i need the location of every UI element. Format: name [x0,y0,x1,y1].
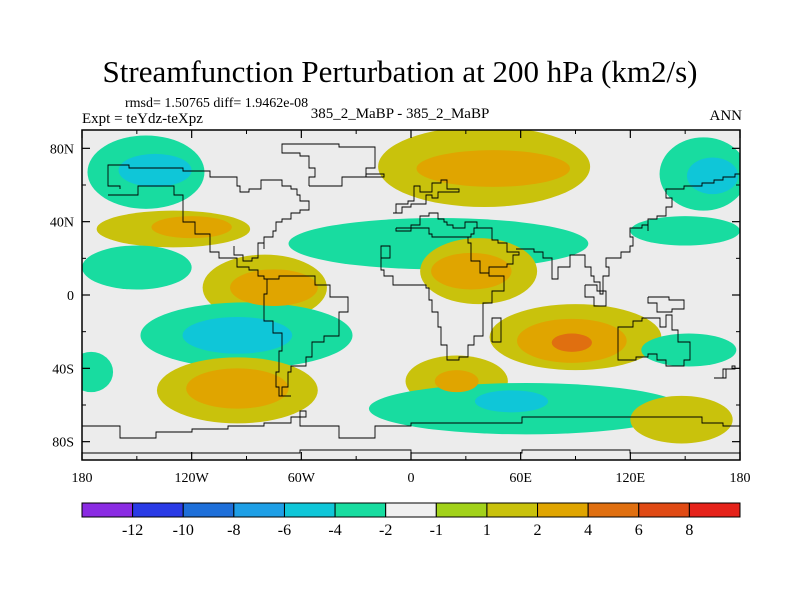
contour-region [416,150,571,187]
coastline [491,317,502,343]
contour-region [630,216,740,246]
x-tick-label: 180 [72,471,93,486]
coastline [82,410,740,439]
coastline [108,185,349,397]
coastline [647,296,685,313]
contour-region [82,351,114,393]
contour-region [186,368,289,409]
x-tick-label: 60E [509,471,532,486]
contour-region [630,395,733,444]
x-tick-label: 120W [175,471,210,486]
contour-regions [82,130,740,444]
coastline [107,164,310,262]
coastline [617,314,691,367]
contour-region [434,370,479,393]
y-tick-label: 0 [67,289,74,304]
y-tick-label: 40N [50,216,74,231]
coastline [380,237,505,361]
y-tick-label: 40S [52,362,74,377]
y-tick-label: 80N [50,142,74,157]
coastline [395,212,478,238]
contour-region [82,245,192,290]
coastline [393,179,460,214]
coastline [477,227,520,273]
contour-region [686,157,739,195]
x-tick-label: 0 [408,471,415,486]
x-tick-label: 180 [730,471,751,486]
contour-region [551,333,592,352]
contour-region [474,390,549,413]
coastline [714,365,736,379]
contour-region [182,317,293,354]
contour-region [431,252,512,290]
y-tick-label: 80S [52,436,74,451]
stats-text: rmsd= 1.50765 diff= 1.9462e-08 [125,96,309,111]
contour-region [151,216,232,239]
x-tick-label: 120E [616,471,646,486]
x-axis: 180 120W 60W 0 60E 120E 180 [72,130,751,486]
case-label: 385_2_MaBP - 385_2_MaBP [310,106,490,122]
coastline [281,143,376,187]
x-tick-label: 60W [288,471,316,486]
season-label: ANN [709,108,743,124]
experiment-label: Expt = teYdz-teXpz [82,111,203,127]
y-axis: 80N 40N 0 40S 80S [50,142,740,451]
coastline [365,173,385,178]
contour-region [641,333,737,367]
contour-region [118,153,192,187]
contour-region [230,269,318,306]
chart-title: Streamfunction Perturbation at 200 hPa (… [102,54,698,89]
coastline [516,173,740,295]
coastline [584,284,607,307]
